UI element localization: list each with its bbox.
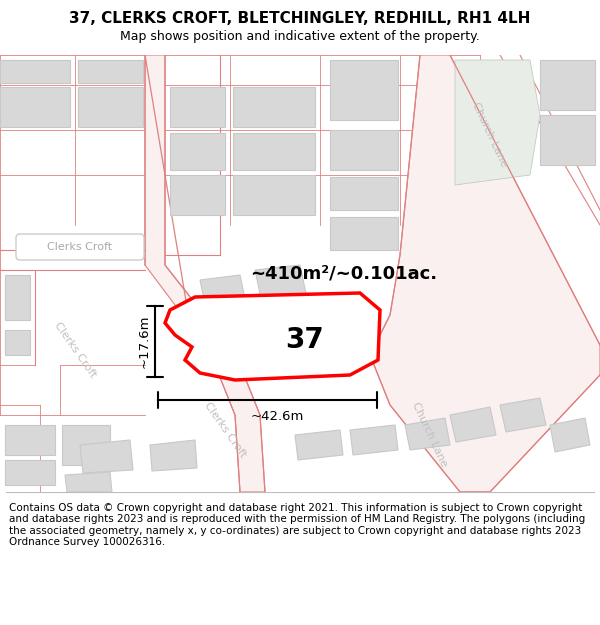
Polygon shape	[500, 398, 546, 432]
Polygon shape	[233, 175, 315, 215]
Polygon shape	[5, 275, 30, 320]
Text: Clerks Croft: Clerks Croft	[52, 321, 98, 379]
Polygon shape	[150, 440, 197, 471]
Polygon shape	[0, 60, 70, 83]
Text: Clerks Croft: Clerks Croft	[47, 242, 113, 252]
Polygon shape	[330, 217, 398, 250]
Polygon shape	[330, 60, 398, 120]
Polygon shape	[5, 330, 30, 355]
Text: Map shows position and indicative extent of the property.: Map shows position and indicative extent…	[120, 30, 480, 43]
Text: Clerks Croft: Clerks Croft	[202, 401, 248, 459]
Polygon shape	[170, 87, 225, 127]
Text: Church Lane: Church Lane	[410, 401, 449, 469]
Polygon shape	[330, 130, 398, 170]
Polygon shape	[405, 418, 450, 450]
Polygon shape	[295, 430, 343, 460]
Polygon shape	[165, 293, 380, 380]
Text: ~410m²/~0.101ac.: ~410m²/~0.101ac.	[250, 265, 437, 283]
Polygon shape	[65, 472, 112, 492]
Polygon shape	[255, 265, 308, 308]
FancyBboxPatch shape	[16, 234, 144, 260]
Polygon shape	[550, 418, 590, 452]
Polygon shape	[80, 440, 133, 473]
Polygon shape	[233, 133, 315, 170]
Polygon shape	[540, 60, 595, 110]
Polygon shape	[78, 87, 143, 127]
Polygon shape	[5, 460, 55, 485]
Text: Contains OS data © Crown copyright and database right 2021. This information is : Contains OS data © Crown copyright and d…	[9, 503, 585, 548]
Polygon shape	[0, 87, 70, 127]
Text: Church Lane: Church Lane	[470, 101, 509, 169]
Polygon shape	[170, 133, 225, 170]
Text: ~42.6m: ~42.6m	[251, 410, 304, 423]
Polygon shape	[455, 60, 540, 185]
Polygon shape	[145, 55, 265, 492]
Polygon shape	[170, 175, 225, 215]
Polygon shape	[370, 55, 600, 492]
Polygon shape	[540, 115, 595, 165]
Polygon shape	[350, 425, 398, 455]
Polygon shape	[62, 425, 110, 465]
Polygon shape	[330, 177, 398, 210]
Text: 37: 37	[286, 326, 325, 354]
Polygon shape	[5, 425, 55, 455]
Polygon shape	[233, 87, 315, 127]
Text: 37, CLERKS CROFT, BLETCHINGLEY, REDHILL, RH1 4LH: 37, CLERKS CROFT, BLETCHINGLEY, REDHILL,…	[70, 11, 530, 26]
Text: ~17.6m: ~17.6m	[138, 315, 151, 368]
Polygon shape	[78, 60, 143, 83]
Polygon shape	[200, 275, 248, 318]
Polygon shape	[450, 407, 496, 442]
